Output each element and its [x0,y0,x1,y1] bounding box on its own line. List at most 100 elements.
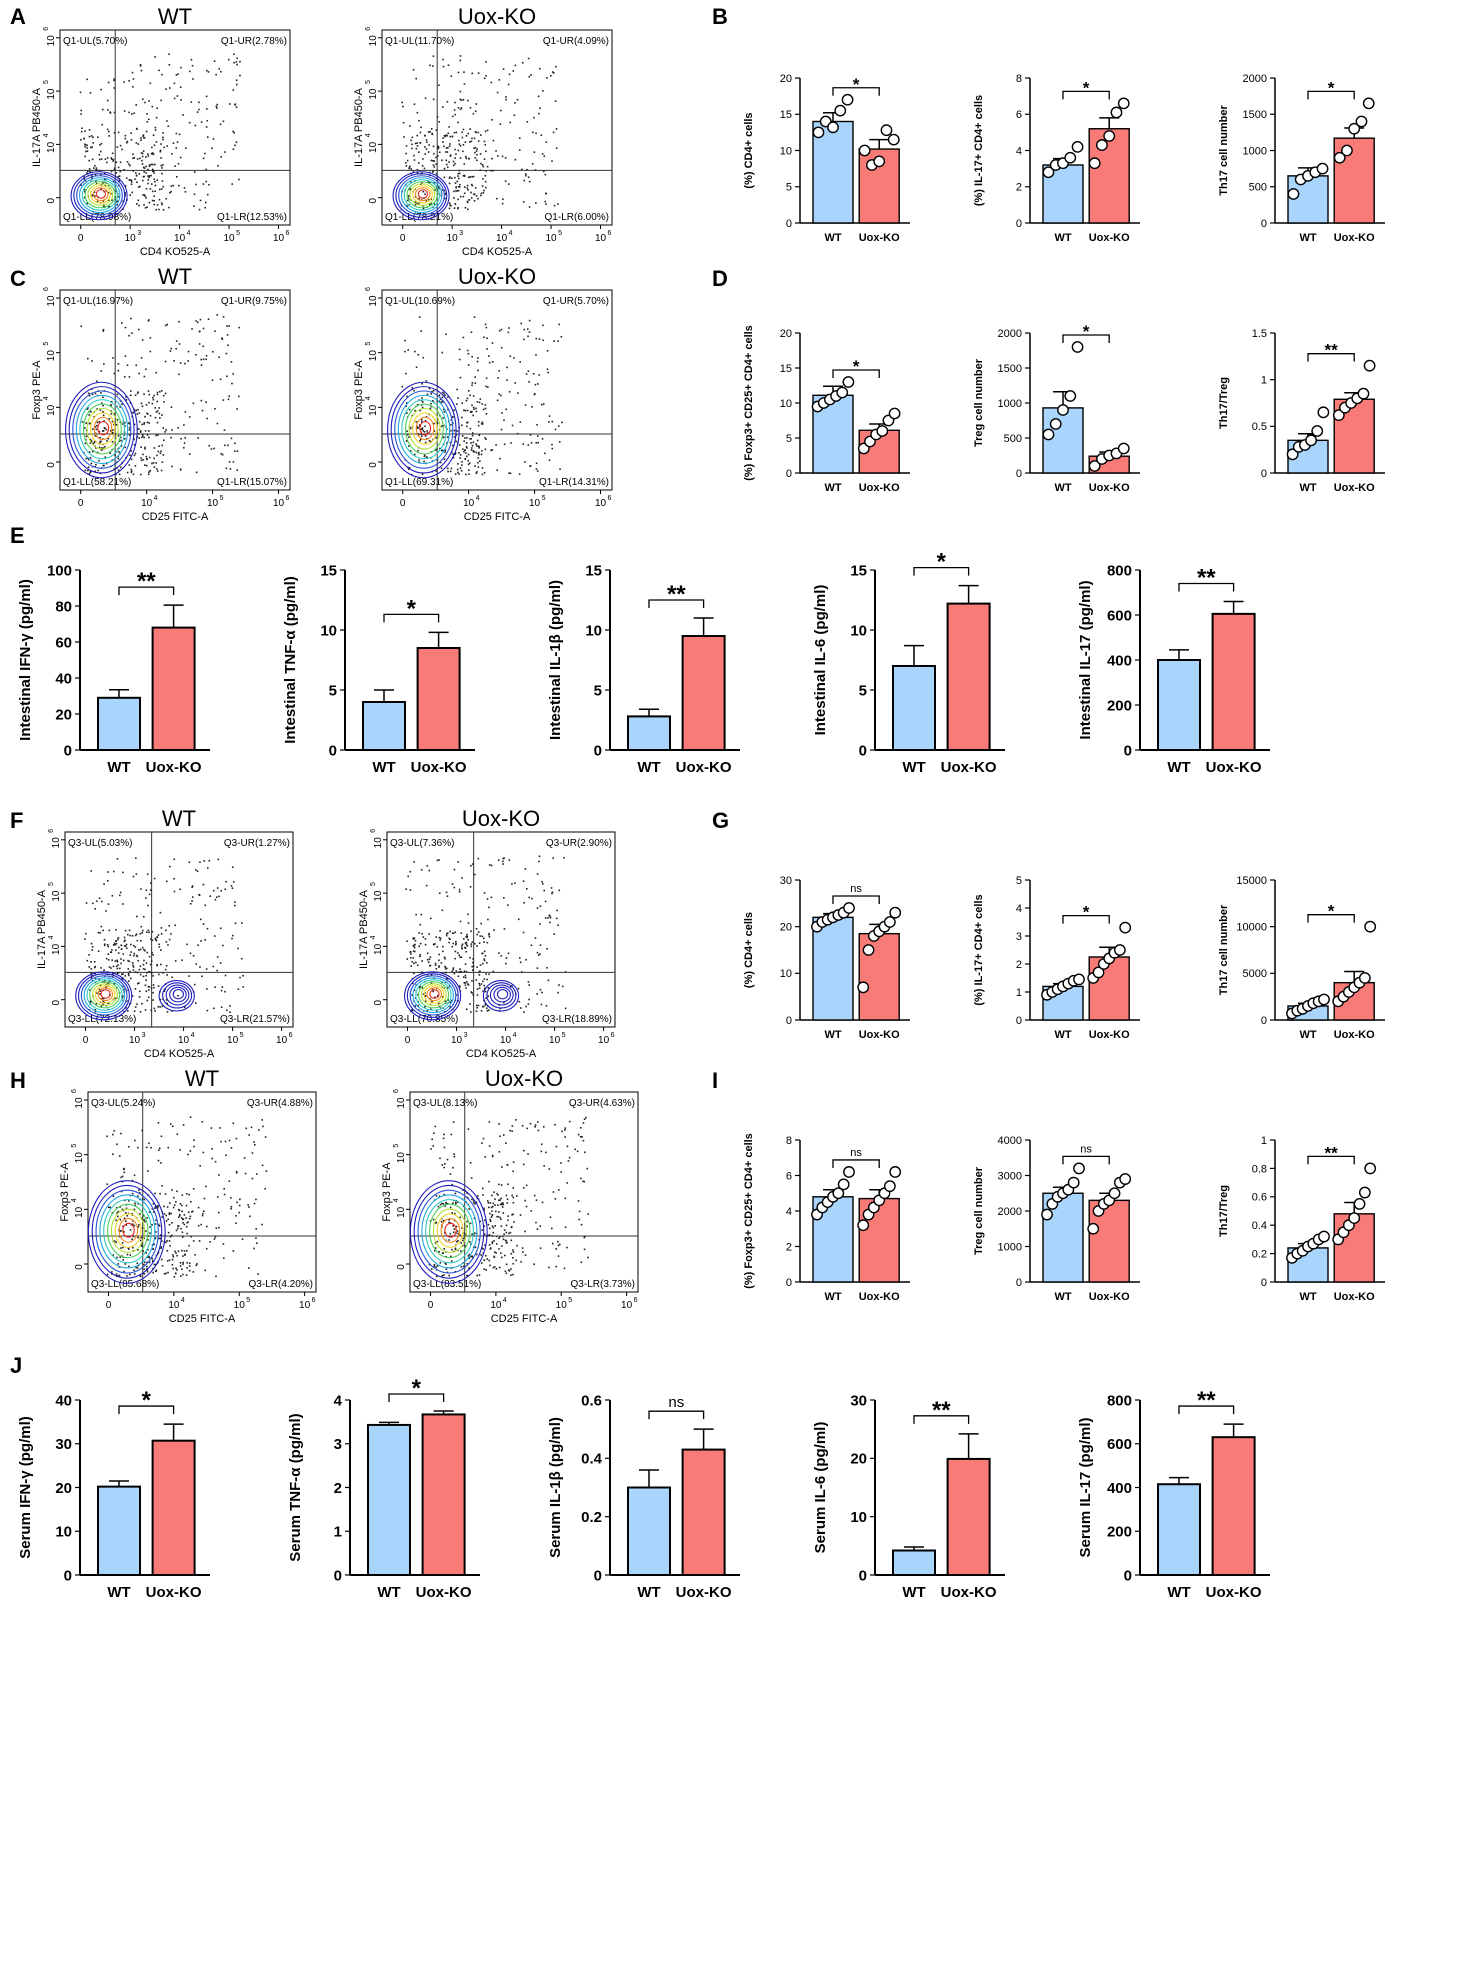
event-dot [507,1183,509,1186]
x-tick-exponent: 3 [137,230,141,237]
event-dot [226,325,228,327]
event-dot [151,105,154,108]
event-dot [485,61,487,63]
event-dot [189,1215,192,1218]
data-point [1113,944,1126,956]
event-dot [514,64,517,67]
event-dot [103,943,106,946]
event-dot [154,1010,156,1012]
event-dot [492,970,495,973]
event-dot [463,440,465,442]
event-dot [120,958,122,960]
event-dot [583,1248,586,1251]
event-dot [412,68,415,71]
event-dot [127,972,130,975]
event-dot [108,417,111,420]
event-dot [94,169,97,171]
event-dot [145,156,147,158]
event-dot [156,204,159,206]
event-dot [239,74,241,77]
bar-WT [97,1485,141,1576]
event-dot [495,197,498,200]
event-dot [169,1245,171,1247]
y-tick-label: 2 [786,1241,792,1253]
event-dot [499,1216,501,1219]
event-dot [180,99,182,101]
event-dot [204,206,206,209]
event-dot [406,159,409,162]
event-dot [488,355,490,357]
event-dot [495,1268,498,1270]
event-dot [232,1122,235,1125]
event-dot [144,430,147,432]
event-dot [536,1228,539,1230]
event-dot [235,79,238,82]
event-dot [465,941,468,944]
event-dot [130,468,133,471]
event-dot [480,922,482,925]
event-dot [482,962,484,965]
event-dot [237,988,240,990]
event-dot [470,864,472,867]
x-tick-label: Uox-KO [1089,1029,1130,1041]
event-dot [558,1189,560,1191]
event-dot [156,179,159,181]
event-dot [134,394,137,396]
event-dot [115,1273,118,1275]
event-dot [461,877,463,879]
event-dot [147,390,150,392]
x-tick-exponent: 4 [187,230,191,237]
event-dot [139,157,141,160]
event-dot [410,168,412,170]
y-axis-label: Serum IL-6 (pg/ml) [812,1422,829,1554]
event-dot [454,203,457,205]
event-dot [524,1230,526,1233]
density-contour [429,989,440,999]
event-dot [155,434,157,437]
event-dot [92,136,94,139]
event-dot [220,70,222,73]
x-tick-label: 10 [178,1035,190,1046]
event-dot [406,412,408,414]
y-axis-label: IL-17A PB450-A [36,889,48,969]
event-dot [587,1256,589,1259]
event-dot [462,98,465,101]
y-tick-label: 5 [786,433,792,445]
significance-label: * [853,75,860,94]
event-dot [446,100,449,103]
density-contour [99,1194,156,1269]
event-dot [139,473,142,476]
event-dot [458,890,461,893]
event-dot [453,207,456,209]
event-dot [108,966,111,968]
event-dot [201,1121,204,1123]
event-dot [482,408,485,411]
event-dot [406,205,409,207]
y-axis-label: Th17 cell number [1218,904,1230,995]
event-dot [148,201,151,204]
event-dot [152,398,155,401]
event-dot [138,996,141,998]
event-dot [145,172,147,174]
event-dot [180,1227,182,1230]
event-dot [555,65,557,68]
event-dot [230,361,233,363]
event-dot [137,1236,139,1239]
event-dot [235,1222,237,1225]
y-tick-exponent: 6 [71,1089,78,1093]
event-dot [175,74,178,76]
event-dot [206,193,209,196]
event-dot [475,150,478,152]
event-dot [517,987,520,990]
event-dot [556,909,558,912]
event-dot [443,458,446,461]
event-dot [140,152,143,154]
data-point [1286,448,1299,461]
event-dot [89,989,91,991]
event-dot [178,184,180,187]
event-dot [146,1170,149,1172]
event-dot [122,1209,125,1212]
event-dot [90,870,93,872]
event-dot [498,1183,500,1186]
event-dot [502,863,504,865]
